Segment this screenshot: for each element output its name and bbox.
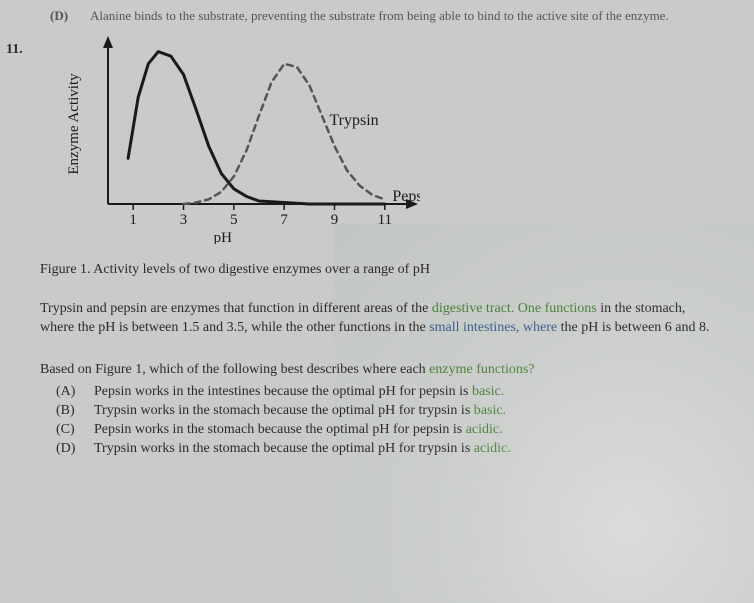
option-d: (D) Trypsin works in the stomach because… xyxy=(56,441,734,457)
svg-text:9: 9 xyxy=(331,212,339,228)
svg-text:7: 7 xyxy=(280,212,288,228)
prior-option-text: Alanine binds to the substrate, preventi… xyxy=(90,8,669,24)
svg-text:3: 3 xyxy=(180,212,188,228)
option-c-text: Pepsin works in the stomach because the … xyxy=(94,422,503,438)
option-c-label: (C) xyxy=(56,422,84,438)
body-pre: Trypsin and pepsin are enzymes that func… xyxy=(40,301,432,316)
enzyme-activity-chart: 1 3 5 7 9 11Pepsin Trypsin Enzyme Activity pH xyxy=(60,34,420,244)
option-b-pre: Trypsin works in the stomach because the… xyxy=(94,403,474,418)
caption-text: Figure 1. Activity levels of two digesti… xyxy=(40,262,430,277)
svg-text:5: 5 xyxy=(230,212,238,228)
option-b-text: Trypsin works in the stomach because the… xyxy=(94,403,506,419)
svg-text:Trypsin: Trypsin xyxy=(329,112,378,129)
svg-text:Pepsin: Pepsin xyxy=(392,188,420,205)
option-d-label: (D) xyxy=(56,441,84,457)
option-c-pre: Pepsin works in the stomach because the … xyxy=(94,422,466,437)
question-stem: Based on Figure 1, which of the followin… xyxy=(40,362,734,378)
option-a-text: Pepsin works in the intestines because t… xyxy=(94,384,504,400)
option-b: (B) Trypsin works in the stomach because… xyxy=(56,403,734,419)
stem-highlight: enzyme functions? xyxy=(429,362,534,377)
option-d-highlight: acidic. xyxy=(474,441,511,456)
prior-option-label: (D) xyxy=(50,8,78,24)
option-a-label: (A) xyxy=(56,384,84,400)
answer-options: (A) Pepsin works in the intestines becau… xyxy=(56,384,734,457)
option-a: (A) Pepsin works in the intestines becau… xyxy=(56,384,734,400)
svg-text:1: 1 xyxy=(129,212,137,228)
option-d-pre: Trypsin works in the stomach because the… xyxy=(94,441,474,456)
stem-pre: Based on Figure 1, which of the followin… xyxy=(40,362,429,377)
figure-caption: Figure 1. Activity levels of two digesti… xyxy=(40,262,734,278)
option-a-pre: Pepsin works in the intestines because t… xyxy=(94,384,472,399)
prior-option-d: (D) Alanine binds to the substrate, prev… xyxy=(50,8,734,24)
question-body: Trypsin and pepsin are enzymes that func… xyxy=(40,300,714,338)
option-c-highlight: acidic. xyxy=(466,422,503,437)
body-highlight-1: digestive tract. One functions xyxy=(432,301,597,316)
option-b-highlight: basic. xyxy=(474,403,506,418)
svg-text:pH: pH xyxy=(214,230,233,244)
option-b-label: (B) xyxy=(56,403,84,419)
option-d-text: Trypsin works in the stomach because the… xyxy=(94,441,511,457)
option-c: (C) Pepsin works in the stomach because … xyxy=(56,422,734,438)
option-a-highlight: basic. xyxy=(472,384,504,399)
question-number: 11. xyxy=(6,42,23,58)
body-highlight-2: small intestines, where xyxy=(429,320,557,335)
svg-text:11: 11 xyxy=(378,212,392,228)
svg-text:Enzyme Activity: Enzyme Activity xyxy=(66,73,82,175)
chart-svg: 1 3 5 7 9 11Pepsin Trypsin Enzyme Activity pH xyxy=(60,34,420,244)
body-post: the pH is between 6 and 8. xyxy=(557,320,709,335)
